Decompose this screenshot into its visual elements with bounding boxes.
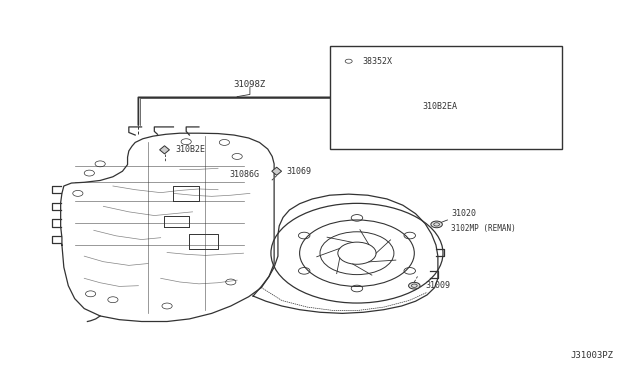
Text: 31069: 31069 [287, 167, 312, 176]
Bar [330, 46, 562, 149]
Polygon shape [402, 102, 413, 112]
Text: J31003PZ: J31003PZ [570, 350, 613, 359]
Text: 31098Z: 31098Z [234, 80, 266, 89]
Text: 31009: 31009 [426, 281, 451, 290]
Text: 310B2EA: 310B2EA [422, 102, 457, 111]
Circle shape [408, 282, 420, 289]
Text: 31020: 31020 [451, 209, 476, 218]
Polygon shape [272, 167, 282, 175]
Circle shape [342, 57, 356, 65]
Text: 31086G: 31086G [230, 170, 259, 179]
Text: 38352X: 38352X [363, 57, 393, 66]
Text: 3102MP (REMAN): 3102MP (REMAN) [451, 224, 516, 232]
Polygon shape [159, 146, 170, 154]
Circle shape [431, 221, 442, 228]
Text: 310B2E: 310B2E [175, 145, 205, 154]
